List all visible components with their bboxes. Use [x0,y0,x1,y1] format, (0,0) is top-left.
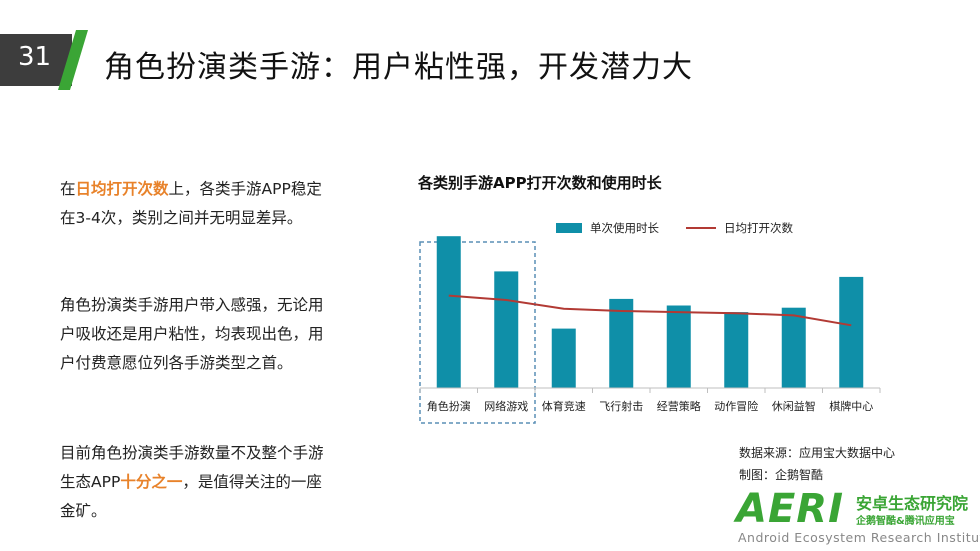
x-tick-label-4: 飞行射击 [599,399,643,413]
paragraph-1: 在日均打开次数上，各类手游APP稳定在3-4次，类别之间并无明显差异。 [60,175,332,233]
logo-cn-name: 安卓生态研究院 [856,494,969,513]
paragraph-3-highlight: 十分之一 [120,473,183,491]
bar-4 [609,298,634,388]
chart-credit-text: 制图：企鹅智酷 [739,468,824,482]
paragraph-1-highlight: 日均打开次数 [75,180,169,198]
slide-number-box: 31 [0,34,72,86]
bar-6 [724,312,749,388]
bar-1 [436,236,461,388]
legend-bar-swatch [556,223,582,233]
x-tick-label-7: 休闲益智 [772,399,816,413]
slide-number: 31 [18,42,52,72]
x-tick-label-6: 动作冒险 [714,399,758,413]
bar-5 [666,305,691,388]
x-tick-label-1: 角色扮演 [427,399,471,413]
paragraph-3: 目前角色扮演类手游数量不及整个手游生态APP十分之一，是值得关注的一座金矿。 [60,439,332,526]
line-series [448,294,852,327]
logo-en-name: Android Ecosystem Research Institute [738,530,980,545]
highlight-box [419,241,536,424]
paragraph-1-pre: 在 [60,180,76,198]
chart-title: 各类别手游APP打开次数和使用时长 [418,174,662,192]
paragraph-1-post: 上，各类手游APP稳定在3-4次，类别之间并无明显差异。 [60,180,322,227]
legend-bar-label: 单次使用时长 [590,221,659,235]
aeri-logo: AERI 安卓生态研究院 企鹅智酷&腾讯应用宝 Android Ecosyste… [736,486,980,548]
logo-cn-sub: 企鹅智酷&腾讯应用宝 [856,516,955,527]
paragraph-3-pre: 目前角色扮演类手游数量不及整个手游生态APP [60,444,324,491]
bar-7 [781,307,806,388]
paragraph-2: 角色扮演类手游用户带入感强，无论用户吸收还是用户粘性，均表现出色，用户付费意愿位… [60,296,324,372]
bar-2 [494,271,519,388]
logo-mark: AERI [736,486,844,532]
slide-title: 角色扮演类手游：用户粘性强，开发潜力大 [104,50,693,85]
data-source-text: 数据来源：应用宝大数据中心 [739,446,896,460]
paragraph-3-post: ，是值得关注的一座金矿。 [60,473,322,520]
green-slash-decoration [58,30,88,90]
legend-line-label: 日均打开次数 [724,221,793,235]
x-tick-label-8: 棋牌中心 [829,399,873,413]
bar-8 [839,276,864,388]
x-tick-label-5: 经营策略 [657,399,701,413]
x-tick-label-3: 体育竞速 [542,399,586,413]
x-tick-label-2: 网络游戏 [484,399,528,413]
bar-3 [551,328,576,388]
